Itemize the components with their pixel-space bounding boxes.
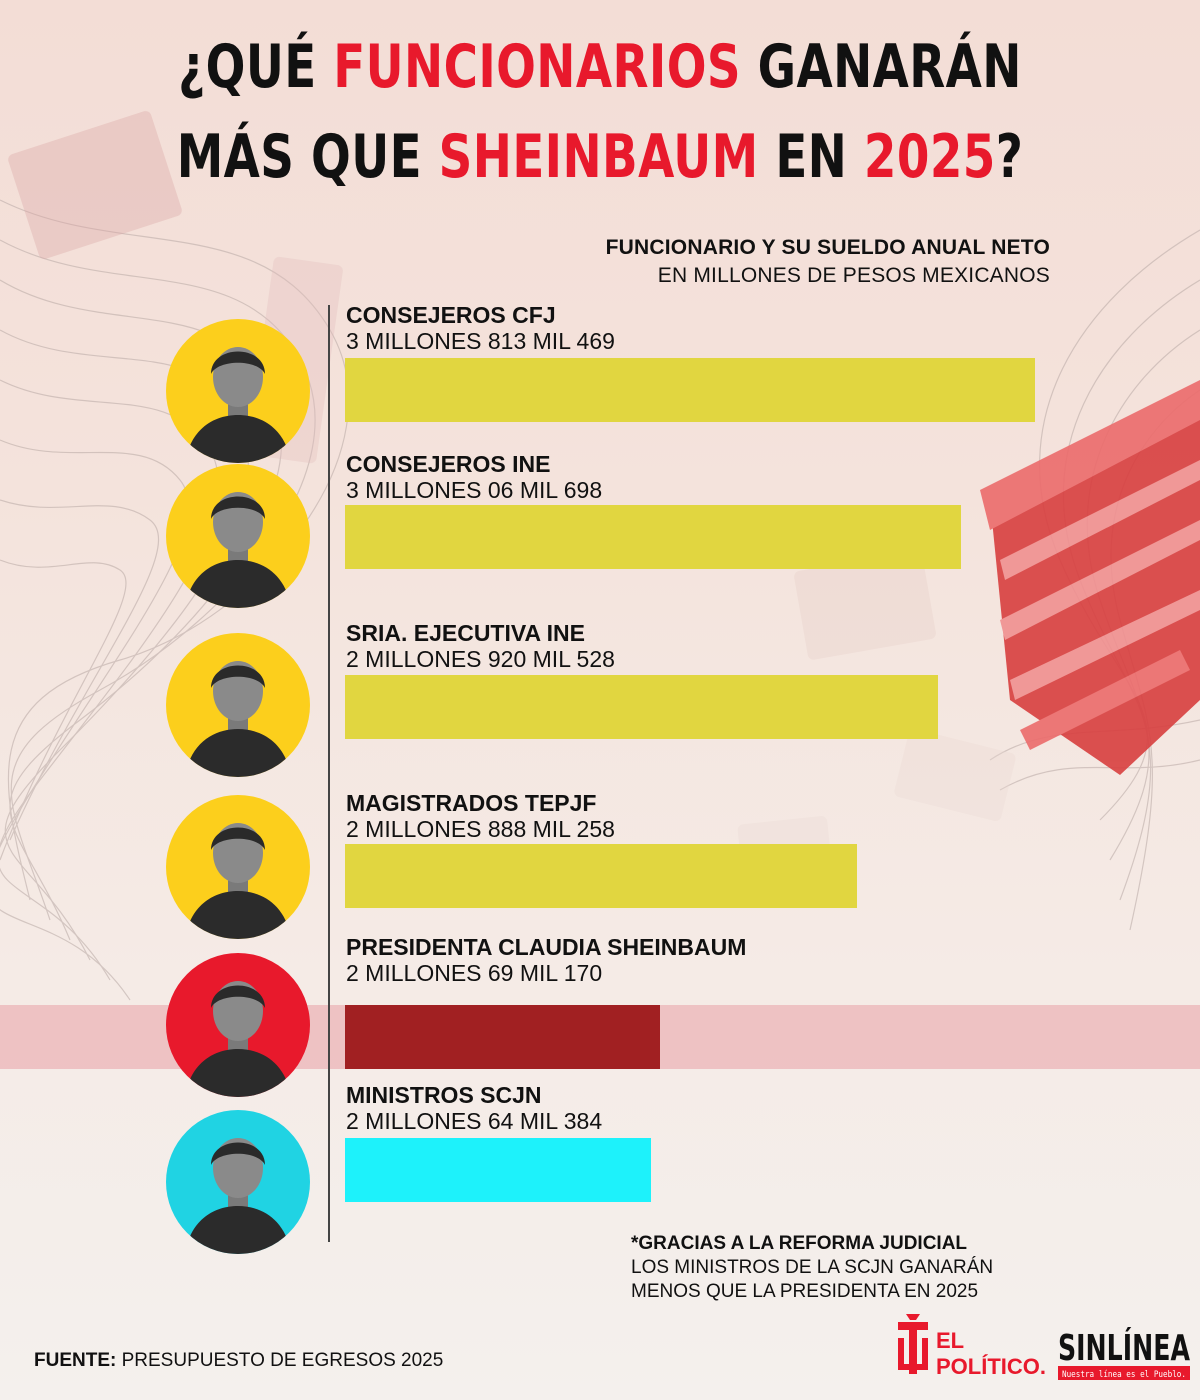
source-text: PRESUPUESTO DE EGRESOS 2025 (116, 1350, 444, 1371)
title-fragment: GANARÁN (740, 32, 1022, 102)
axis-line (328, 305, 330, 1242)
bar (345, 844, 857, 908)
person-silhouette-icon (184, 347, 292, 463)
bar-label: MAGISTRADOS TEPJF 2 MILLONES 888 MIL 258 (346, 790, 615, 842)
bar-label: MINISTROS SCJN 2 MILLONES 64 MIL 384 (346, 1082, 602, 1134)
title-fragment: ? (995, 122, 1024, 192)
title-fragment: ¿QUÉ (178, 32, 334, 102)
category-label: MINISTROS SCJN (346, 1082, 542, 1108)
portrait-avatar (166, 795, 310, 939)
sinlinea-tagline-text: Nuestra línea es el Pueblo. (1062, 1370, 1186, 1380)
portrait-avatar (166, 1110, 310, 1254)
money-stack-illustration (980, 380, 1200, 775)
subtitle-line-2: EN MILLONES DE PESOS MEXICANOS (657, 264, 1050, 287)
portrait-avatar (166, 319, 310, 463)
sinlinea-logo: SINLÍNEA Nuestra línea es el Pueblo. (1058, 1327, 1190, 1380)
portrait-avatar (166, 464, 310, 608)
portrait-avatar (166, 953, 310, 1097)
title-line-1: ¿QUÉ FUNCIONARIOS GANARÁN (132, 22, 1068, 112)
person-silhouette-icon (184, 1138, 292, 1254)
person-silhouette-icon (184, 492, 292, 608)
footnote-line-3: MENOS QUE LA PRESIDENTA EN 2025 (631, 1281, 979, 1302)
bar-label: CONSEJEROS INE 3 MILLONES 06 MIL 698 (346, 451, 602, 503)
value-label: 2 MILLONES 888 MIL 258 (346, 816, 615, 842)
title-fragment: MÁS QUE (176, 122, 439, 192)
elpolitico-logo-mark (898, 1314, 928, 1374)
footnote: *GRACIAS A LA REFORMA JUDICIAL LOS MINIS… (631, 1232, 993, 1304)
bar (345, 675, 938, 739)
category-label: CONSEJEROS CFJ (346, 302, 556, 328)
chart-title: ¿QUÉ FUNCIONARIOS GANARÁN MÁS QUE SHEINB… (132, 22, 1068, 202)
sinlinea-logo-text: SINLÍNEA (1058, 1327, 1190, 1369)
title-fragment-accent: SHEINBAUM (438, 122, 759, 192)
title-fragment-accent: 2025 (863, 122, 996, 192)
footnote-line-2: LOS MINISTROS DE LA SCJN GANARÁN (631, 1257, 994, 1278)
sinlinea-tagline-bar (1058, 1366, 1190, 1380)
subtitle-line-1: FUNCIONARIO Y SU SUELDO ANUAL NETO (605, 236, 1050, 259)
chart-subtitle: FUNCIONARIO Y SU SUELDO ANUAL NETO EN MI… (606, 234, 1050, 290)
category-label: CONSEJEROS INE (346, 451, 551, 477)
title-fragment-accent: FUNCIONARIOS (333, 32, 741, 102)
value-label: 2 MILLONES 69 MIL 170 (346, 960, 603, 986)
title-fragment: EN (758, 122, 864, 192)
bar (345, 358, 1035, 422)
value-label: 3 MILLONES 06 MIL 698 (346, 477, 603, 503)
elpolitico-logo-text-2: POLÍTICO. (936, 1354, 1046, 1379)
person-silhouette-icon (184, 981, 292, 1097)
value-label: 2 MILLONES 64 MIL 384 (346, 1108, 603, 1134)
category-label: SRIA. EJECUTIVA INE (346, 620, 585, 646)
source-label: FUENTE: (34, 1350, 117, 1371)
person-silhouette-icon (184, 823, 292, 939)
value-label: 3 MILLONES 813 MIL 469 (346, 328, 615, 354)
bar-label: CONSEJEROS CFJ 3 MILLONES 813 MIL 469 (346, 302, 615, 354)
category-label: PRESIDENTA CLAUDIA SHEINBAUM (346, 934, 747, 960)
footnote-line-1: *GRACIAS A LA REFORMA JUDICIAL (631, 1233, 968, 1254)
person-silhouette-icon (184, 661, 292, 777)
source-credit: FUENTE: PRESUPUESTO DE EGRESOS 2025 (34, 1350, 443, 1372)
bar-label: PRESIDENTA CLAUDIA SHEINBAUM 2 MILLONES 6… (346, 934, 746, 986)
elpolitico-logo: EL POLÍTICO. (898, 1314, 1046, 1379)
bar (345, 1138, 651, 1202)
category-label: MAGISTRADOS TEPJF (346, 790, 597, 816)
elpolitico-logo-text-1: EL (936, 1328, 964, 1353)
bar (345, 1005, 660, 1069)
bar (345, 505, 961, 569)
portrait-avatar (166, 633, 310, 777)
value-label: 2 MILLONES 920 MIL 528 (346, 646, 615, 672)
title-line-2: MÁS QUE SHEINBAUM EN 2025? (132, 112, 1068, 202)
bar-label: SRIA. EJECUTIVA INE 2 MILLONES 920 MIL 52… (346, 620, 615, 672)
